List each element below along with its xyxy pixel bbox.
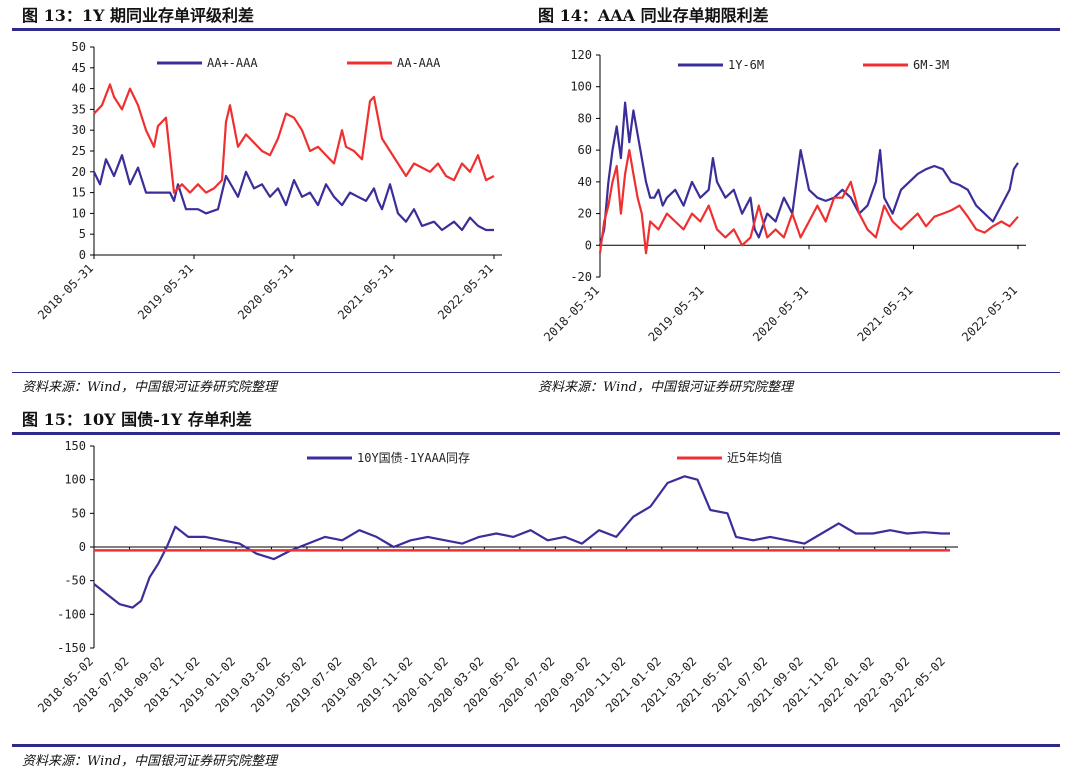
figure-14-source: 资料来源：Wind，中国银河证券研究院整理 <box>538 380 793 395</box>
y-tick-label: 0 <box>79 540 86 554</box>
y-tick-label: 30 <box>72 123 86 137</box>
y-tick-label: 120 <box>570 48 592 62</box>
y-tick-label: 0 <box>79 248 86 262</box>
y-tick-label: 60 <box>578 143 592 157</box>
y-tick-label: 100 <box>64 473 86 487</box>
figure-13-top-rule <box>12 28 528 31</box>
y-tick-label: 20 <box>578 207 592 221</box>
y-tick-label: -100 <box>57 607 86 621</box>
y-tick-label: 25 <box>72 144 86 158</box>
figure-13-source-rule <box>12 372 528 373</box>
y-tick-label: 150 <box>64 439 86 453</box>
x-tick-label: 2018-05-31 <box>541 283 602 344</box>
y-tick-label: 100 <box>570 80 592 94</box>
y-tick-label: 10 <box>72 206 86 220</box>
y-tick-label: 40 <box>578 175 592 189</box>
series-line-0 <box>93 154 494 232</box>
figure-13-title: 图 13：1Y 期同业存单评级利差 <box>22 6 254 25</box>
series-line-0 <box>93 475 950 609</box>
y-tick-label: 45 <box>72 61 86 75</box>
legend-label-0: AA+-AAA <box>207 56 258 70</box>
y-tick-label: 5 <box>79 227 86 241</box>
legend-label-1: AA-AAA <box>397 56 441 70</box>
x-tick-label: 2020-05-31 <box>235 261 296 322</box>
figure-14-title: 图 14：AAA 同业存单期限利差 <box>538 6 769 25</box>
figure-13-chart: 0 5 10 15 20 25 30 35 40 45 50 2018-05-31 2019-05-31… <box>35 40 502 322</box>
figure-15-top-rule <box>12 432 1060 435</box>
y-tick-label: -20 <box>570 270 592 284</box>
figure-15-chart: -150-100-500501001502018-05-022018-07-02… <box>35 439 958 715</box>
figure-15-title: 图 15：10Y 国债-1Y 存单利差 <box>22 410 252 429</box>
figure-14-chart: -20 0 20 40 60 80 100 120 2018-05-31 2019-05-31 20… <box>541 48 1026 344</box>
figure-13-source: 资料来源：Wind，中国银河证券研究院整理 <box>22 380 277 395</box>
legend-label-1: 近5年均值 <box>727 450 782 465</box>
y-tick-label: 50 <box>72 40 86 54</box>
y-tick-label: -150 <box>57 641 86 655</box>
series-line-0 <box>598 101 1019 246</box>
x-tick-label: 2019-05-31 <box>135 261 196 322</box>
figure-14-source-rule <box>528 372 1060 373</box>
legend-label-0: 1Y-6M <box>728 58 764 72</box>
y-tick-label: 80 <box>578 111 592 125</box>
x-tick-label: 2021-05-31 <box>855 283 916 344</box>
y-tick-label: -50 <box>64 574 86 588</box>
y-tick-label: 50 <box>72 506 86 520</box>
x-tick-label: 2021-05-31 <box>335 261 396 322</box>
x-tick-label: 2019-05-31 <box>646 283 707 344</box>
y-tick-label: 0 <box>585 238 592 252</box>
figure-14-top-rule <box>528 28 1060 31</box>
y-tick-label: 35 <box>72 102 86 116</box>
figure-15-source-rule <box>12 744 1060 747</box>
x-tick-label: 2018-05-31 <box>35 261 96 322</box>
series-line-1 <box>93 83 495 194</box>
x-tick-label: 2022-05-31 <box>435 261 496 322</box>
y-tick-label: 15 <box>72 186 86 200</box>
legend-label-0: 10Y国债-1YAAA同存 <box>357 451 470 465</box>
y-tick-label: 20 <box>72 165 86 179</box>
y-tick-label: 40 <box>72 82 86 96</box>
figure-15-source: 资料来源：Wind，中国银河证券研究院整理 <box>22 754 277 769</box>
x-tick-label: 2022-05-31 <box>959 283 1020 344</box>
series-line-1 <box>598 148 1019 255</box>
x-tick-label: 2020-05-31 <box>750 283 811 344</box>
legend-label-1: 6M-3M <box>913 58 949 72</box>
